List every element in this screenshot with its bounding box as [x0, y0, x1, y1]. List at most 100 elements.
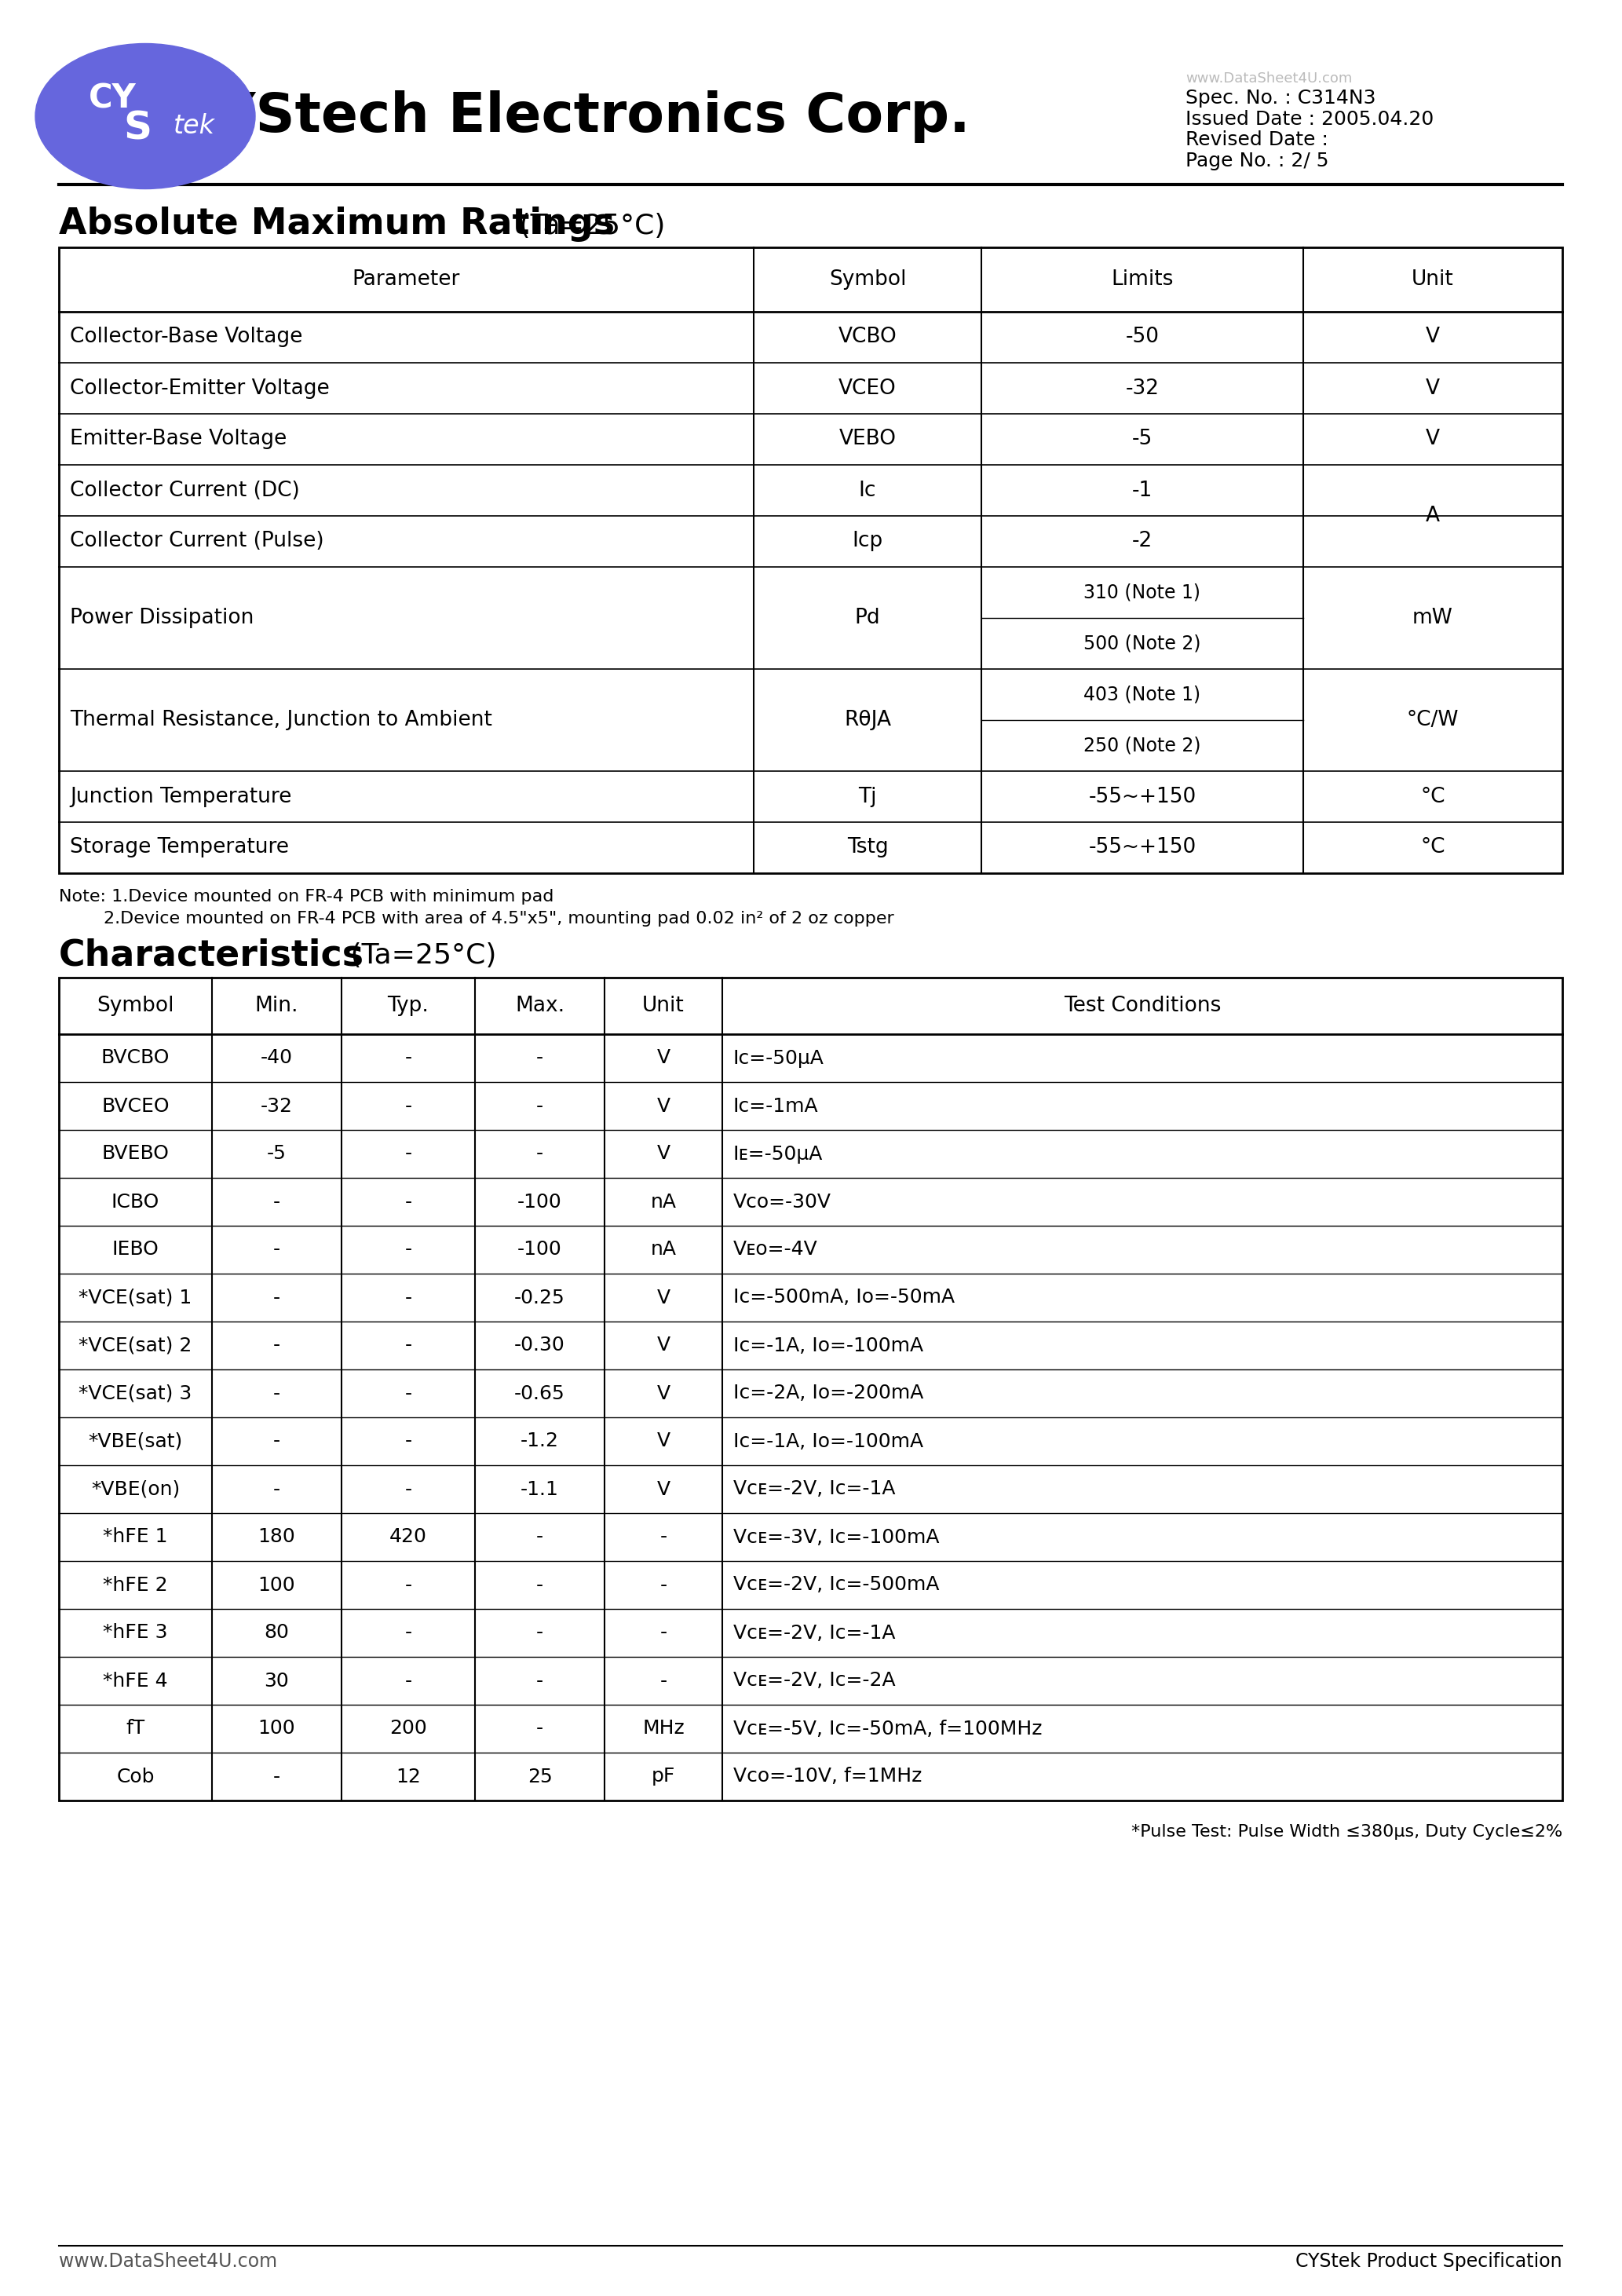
Text: *hFE 2: *hFE 2	[102, 1575, 167, 1593]
Text: V: V	[657, 1097, 670, 1116]
Text: V: V	[657, 1433, 670, 1451]
Text: Vᴇᴏ=-4V: Vᴇᴏ=-4V	[733, 1240, 817, 1258]
Text: 403 (Note 1): 403 (Note 1)	[1083, 684, 1200, 705]
Text: Iᴄ=-1mA: Iᴄ=-1mA	[733, 1097, 819, 1116]
Text: Iᴄ=-500mA, Iᴏ=-50mA: Iᴄ=-500mA, Iᴏ=-50mA	[733, 1288, 955, 1306]
Text: *Pulse Test: Pulse Width ≤380μs, Duty Cycle≤2%: *Pulse Test: Pulse Width ≤380μs, Duty Cy…	[1131, 1823, 1562, 1839]
Text: ICBO: ICBO	[112, 1192, 159, 1212]
Text: -: -	[404, 1097, 412, 1116]
Text: V: V	[1426, 379, 1440, 400]
Text: -0.30: -0.30	[514, 1336, 564, 1355]
Text: Storage Temperature: Storage Temperature	[70, 838, 289, 859]
Text: V: V	[657, 1288, 670, 1306]
Text: -: -	[272, 1240, 281, 1258]
Text: Junction Temperature: Junction Temperature	[70, 788, 292, 806]
Text: BVCEO: BVCEO	[102, 1097, 169, 1116]
Text: -: -	[272, 1433, 281, 1451]
Text: Vᴄᴇ=-2V, Iᴄ=-1A: Vᴄᴇ=-2V, Iᴄ=-1A	[733, 1623, 895, 1642]
Text: Symbol: Symbol	[829, 269, 907, 289]
Text: Icp: Icp	[852, 530, 882, 551]
Text: V: V	[657, 1479, 670, 1499]
Text: -: -	[404, 1671, 412, 1690]
Text: Symbol: Symbol	[97, 996, 174, 1017]
Text: 180: 180	[258, 1527, 295, 1548]
Text: -32: -32	[261, 1097, 294, 1116]
Text: tek: tek	[174, 113, 214, 138]
Text: BVEBO: BVEBO	[102, 1143, 169, 1164]
Text: MHz: MHz	[642, 1720, 684, 1738]
Text: (Ta=25°C): (Ta=25°C)	[511, 214, 665, 239]
Text: Unit: Unit	[642, 996, 684, 1017]
Text: *hFE 3: *hFE 3	[104, 1623, 167, 1642]
Text: °C/W: °C/W	[1406, 709, 1458, 730]
Text: °C: °C	[1421, 788, 1445, 806]
Text: *VCE(sat) 3: *VCE(sat) 3	[79, 1384, 191, 1403]
Text: -: -	[404, 1479, 412, 1499]
Text: -: -	[537, 1143, 543, 1164]
Text: V: V	[657, 1384, 670, 1403]
Text: Typ.: Typ.	[388, 996, 428, 1017]
Text: -50: -50	[1126, 326, 1160, 347]
Text: VEBO: VEBO	[839, 429, 897, 450]
Text: V: V	[657, 1143, 670, 1164]
Text: -: -	[272, 1768, 281, 1786]
Text: Vᴄᴇ=-5V, Iᴄ=-50mA, f=100MHz: Vᴄᴇ=-5V, Iᴄ=-50mA, f=100MHz	[733, 1720, 1043, 1738]
Text: -5: -5	[268, 1143, 287, 1164]
Text: -100: -100	[517, 1240, 563, 1258]
Text: -: -	[404, 1336, 412, 1355]
Text: 25: 25	[527, 1768, 551, 1786]
Text: Revised Date :: Revised Date :	[1186, 131, 1328, 149]
Text: Issued Date : 2005.04.20: Issued Date : 2005.04.20	[1186, 110, 1434, 129]
Text: *VBE(sat): *VBE(sat)	[88, 1433, 183, 1451]
Text: 420: 420	[389, 1527, 427, 1548]
Text: Collector Current (DC): Collector Current (DC)	[70, 480, 300, 501]
Text: -: -	[537, 1049, 543, 1068]
Text: -: -	[537, 1527, 543, 1548]
Text: (Ta=25°C): (Ta=25°C)	[342, 941, 496, 969]
Text: Emitter-Base Voltage: Emitter-Base Voltage	[70, 429, 287, 450]
Text: VCBO: VCBO	[839, 326, 897, 347]
Text: °C: °C	[1421, 838, 1445, 859]
Text: 12: 12	[396, 1768, 420, 1786]
Text: Iᴄ=-1A, Iᴏ=-100mA: Iᴄ=-1A, Iᴏ=-100mA	[733, 1336, 923, 1355]
Text: Min.: Min.	[255, 996, 298, 1017]
Text: -: -	[272, 1479, 281, 1499]
Text: -2: -2	[1132, 530, 1153, 551]
Text: 500 (Note 2): 500 (Note 2)	[1083, 634, 1200, 652]
Text: Thermal Resistance, Junction to Ambient: Thermal Resistance, Junction to Ambient	[70, 709, 491, 730]
Text: 250 (Note 2): 250 (Note 2)	[1083, 737, 1200, 755]
Text: Pd: Pd	[855, 608, 881, 629]
Text: Vᴄᴏ=-30V: Vᴄᴏ=-30V	[733, 1192, 832, 1212]
Text: -: -	[537, 1575, 543, 1593]
Text: 2.Device mounted on FR-4 PCB with area of 4.5"x5", mounting pad 0.02 in² of 2 oz: 2.Device mounted on FR-4 PCB with area o…	[58, 912, 894, 928]
Text: 310 (Note 1): 310 (Note 1)	[1083, 583, 1200, 602]
Text: 30: 30	[264, 1671, 289, 1690]
Text: Vᴄᴇ=-2V, Iᴄ=-1A: Vᴄᴇ=-2V, Iᴄ=-1A	[733, 1479, 895, 1499]
Text: Vᴄᴇ=-3V, Iᴄ=-100mA: Vᴄᴇ=-3V, Iᴄ=-100mA	[733, 1527, 939, 1548]
Text: Ic: Ic	[858, 480, 876, 501]
Text: Tstg: Tstg	[847, 838, 889, 859]
Text: Test Conditions: Test Conditions	[1064, 996, 1221, 1017]
Text: -: -	[660, 1671, 667, 1690]
Text: -1.1: -1.1	[521, 1479, 560, 1499]
Text: Iᴇ=-50μA: Iᴇ=-50μA	[733, 1143, 822, 1164]
Text: 200: 200	[389, 1720, 427, 1738]
Text: *VCE(sat) 1: *VCE(sat) 1	[79, 1288, 191, 1306]
Text: -: -	[404, 1288, 412, 1306]
Text: CY: CY	[89, 83, 136, 115]
Text: www.DataSheet4U.com: www.DataSheet4U.com	[58, 2252, 277, 2271]
Text: Max.: Max.	[514, 996, 564, 1017]
Text: Absolute Maximum Ratings: Absolute Maximum Ratings	[58, 207, 615, 241]
Text: Parameter: Parameter	[352, 269, 461, 289]
Text: -: -	[660, 1527, 667, 1548]
Text: 100: 100	[258, 1720, 295, 1738]
Text: Power Dissipation: Power Dissipation	[70, 608, 255, 629]
Text: Cob: Cob	[117, 1768, 154, 1786]
Text: Note: 1.Device mounted on FR-4 PCB with minimum pad: Note: 1.Device mounted on FR-4 PCB with …	[58, 889, 553, 905]
Text: fT: fT	[127, 1720, 144, 1738]
Text: Page No. : 2/ 5: Page No. : 2/ 5	[1186, 152, 1328, 170]
Text: Vᴄᴇ=-2V, Iᴄ=-2A: Vᴄᴇ=-2V, Iᴄ=-2A	[733, 1671, 895, 1690]
Text: -0.65: -0.65	[514, 1384, 564, 1403]
Text: -0.25: -0.25	[514, 1288, 564, 1306]
Text: BVCBO: BVCBO	[101, 1049, 170, 1068]
